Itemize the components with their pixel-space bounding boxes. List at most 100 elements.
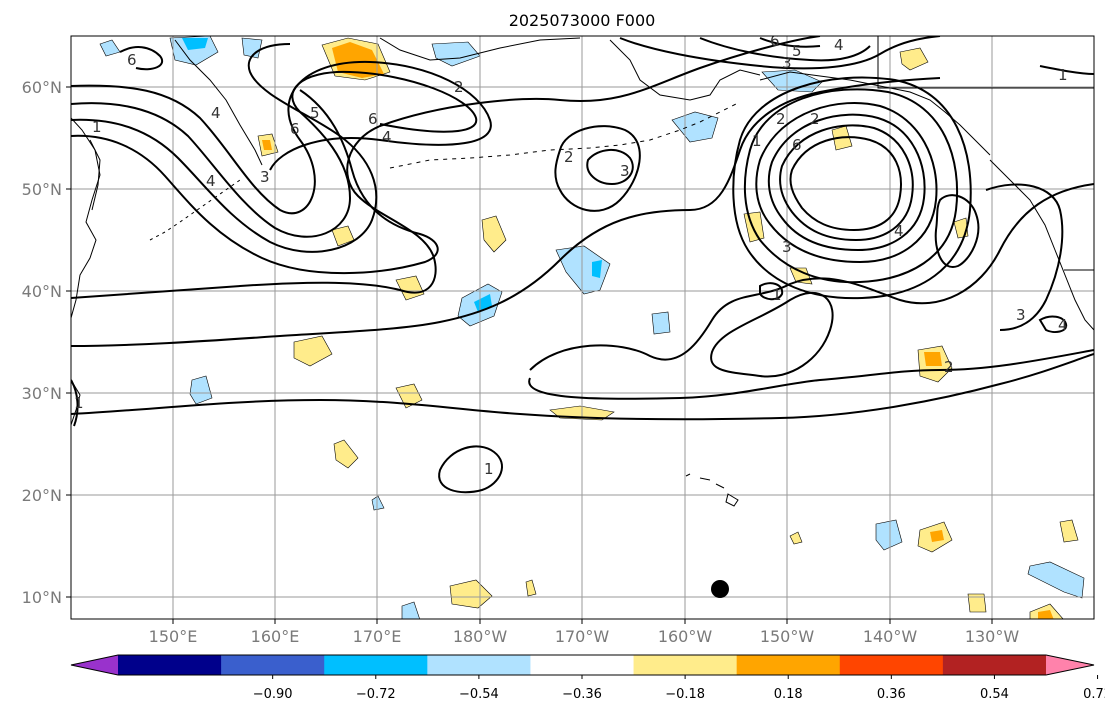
contour-line [767, 113, 926, 252]
positive-anomaly-patch [1059, 519, 1079, 543]
contour-line [71, 89, 439, 275]
positive-anomaly-patch [967, 593, 987, 613]
contour-label: 6 [792, 136, 802, 154]
contour-label: 4 [1058, 316, 1068, 334]
contour-label: 2 [776, 110, 786, 128]
contour-line [119, 46, 163, 71]
contour-line [71, 353, 1094, 421]
colorbar-tick-label: −0.36 [562, 687, 602, 702]
lat-label: 60°N [22, 78, 62, 97]
positive-anomaly-patch [481, 215, 507, 253]
positive-anomaly-patch [1038, 610, 1054, 619]
positive-anomaly-patch [262, 140, 272, 150]
kamchatka-coastline [174, 39, 263, 166]
colorbar-tick-label: 0.54 [980, 687, 1009, 702]
contour-line [528, 349, 1094, 400]
colorbar: −0.90 −0.72 −0.54 −0.36 −0.18 0.18 0.36 0.54 0.7… [70, 654, 1105, 702]
contour-label: 3 [260, 168, 270, 186]
colorbar-extend-max [1046, 655, 1094, 675]
contour-labels: 6 4 5 6 2 6 4 1 4 3 2 3 6 5 4 3 2 6 2 1 … [74, 32, 1068, 478]
gridlines [71, 36, 1094, 619]
negative-anomaly-patch [182, 38, 208, 50]
negative-anomaly-patch [401, 601, 420, 619]
contour-label: 1 [752, 132, 762, 150]
positive-anomaly-patch [789, 531, 803, 545]
aleutian-islands [389, 101, 741, 169]
lon-label: 160°E [251, 627, 300, 646]
sakhalin-coastline [89, 139, 101, 211]
longitude-labels: 150°E 160°E 170°E 180°W 170°W 160°W 150°… [149, 619, 1019, 646]
positive-anomaly-patch [924, 352, 942, 366]
contour-label: 6 [290, 120, 300, 138]
colorbar-extend-min [71, 655, 118, 675]
positive-anomaly-patch [899, 47, 929, 71]
contour-label: 5 [310, 104, 320, 122]
contour-label: 4 [382, 128, 392, 146]
alaska-south-coastline [759, 71, 991, 156]
lon-label: 180°W [453, 627, 508, 646]
contour-line [743, 88, 959, 284]
contour-label: 3 [1016, 306, 1026, 324]
contour-label: 6 [368, 110, 378, 128]
lon-label: 150°W [760, 627, 815, 646]
contour-label: 2 [810, 110, 820, 128]
contour-line [586, 149, 634, 186]
north-america-coastline [989, 159, 1094, 331]
contour-label: 4 [211, 104, 221, 122]
positive-anomaly-patch [525, 579, 537, 597]
contour-line [789, 136, 902, 232]
alaska-west-coastline [609, 39, 761, 101]
contour-label: 3 [782, 238, 792, 256]
negative-anomaly-patch [431, 41, 481, 67]
contour-line [619, 36, 941, 70]
colorbar-segment [221, 655, 325, 675]
negative-anomaly-patch [671, 111, 719, 143]
contour-label: 3 [782, 54, 792, 72]
colorbar-tick-label: 0.36 [877, 687, 906, 702]
colorbar-segment [427, 655, 531, 675]
colorbar-segment [942, 655, 1047, 675]
colorbar-segments [71, 655, 1094, 675]
colorbar-segment [736, 655, 841, 675]
hawaii-islands [685, 473, 739, 507]
colorbar-tick-label: −0.72 [356, 687, 396, 702]
positive-anomaly-patch [293, 335, 333, 367]
positive-anomaly-patch [930, 530, 944, 542]
contour-label: 1 [74, 394, 84, 412]
lat-label: 40°N [22, 282, 62, 301]
contour-line [71, 379, 79, 427]
contour-line [438, 445, 503, 494]
contour-label: 1 [484, 460, 494, 478]
contour-label: 4 [834, 36, 844, 54]
colorbar-segment [118, 655, 222, 675]
contour-label: 2 [944, 358, 954, 376]
positive-anomaly-patch [333, 439, 359, 469]
contour-line [710, 291, 834, 378]
lon-label: 170°E [353, 627, 402, 646]
positive-anomaly-patch [395, 383, 423, 409]
colorbar-tick-label: −0.54 [459, 687, 499, 702]
lon-label: 170°W [555, 627, 610, 646]
contour-label: 4 [894, 222, 904, 240]
negative-anomaly-patch [371, 495, 385, 511]
contour-line [71, 36, 821, 299]
contour-line [71, 77, 941, 347]
storm-center-marker [711, 580, 729, 598]
colorbar-outline [70, 654, 1095, 676]
contour-label: 6 [770, 32, 780, 50]
coastlines [71, 36, 1094, 507]
negative-anomaly-patch [189, 375, 213, 405]
negative-anomaly-patch [651, 311, 671, 335]
negative-anomaly-patch [241, 37, 263, 59]
contour-line [779, 124, 914, 242]
colorbar-segment [633, 655, 738, 675]
contour-line [759, 282, 784, 301]
contour-label: 2 [564, 148, 574, 166]
contour-line [71, 43, 378, 253]
lat-label: 10°N [22, 588, 62, 607]
contour-line [985, 183, 1064, 331]
contour-line [759, 37, 821, 48]
positive-anomaly-patch [449, 579, 493, 609]
contour-line [699, 37, 871, 62]
